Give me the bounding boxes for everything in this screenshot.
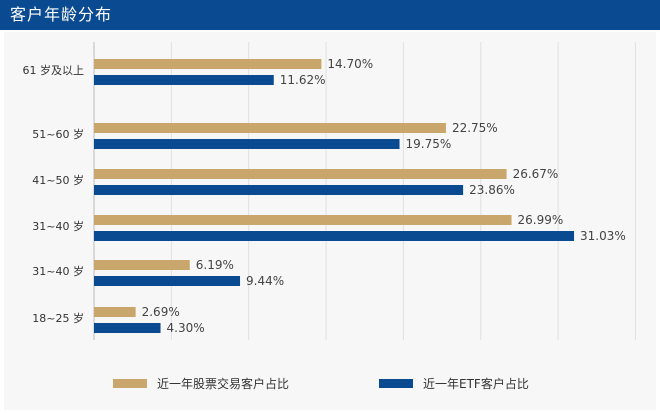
category-label: 41~50 岁 — [32, 173, 84, 187]
data-label: 9.44% — [246, 274, 284, 288]
data-label: 14.70% — [327, 57, 373, 71]
bar — [94, 231, 575, 241]
chart-header: 客户年龄分布 — [0, 0, 660, 30]
bar — [94, 323, 161, 333]
category-label: 61 岁及以上 — [23, 63, 85, 77]
bar — [94, 75, 274, 85]
bar — [94, 169, 507, 179]
data-label: 26.67% — [513, 167, 559, 181]
data-label: 22.75% — [452, 121, 498, 135]
bar — [94, 276, 241, 286]
data-label: 31.03% — [580, 229, 626, 243]
bar — [94, 123, 446, 133]
data-label: 4.30% — [167, 321, 205, 335]
data-label: 11.62% — [280, 73, 326, 87]
bar — [94, 215, 512, 225]
category-label: 31~40 岁 — [32, 264, 84, 278]
data-label: 23.86% — [469, 183, 515, 197]
category-label: 18~25 岁 — [32, 311, 84, 325]
data-label: 6.19% — [196, 258, 234, 272]
legend-swatch — [379, 379, 413, 388]
category-label: 31~40 岁 — [32, 219, 84, 233]
legend-label: 近一年ETF客户占比 — [423, 376, 529, 391]
bar — [94, 139, 400, 149]
category-label: 51~60 岁 — [32, 127, 84, 141]
bar — [94, 185, 464, 195]
bar — [94, 307, 136, 317]
bar — [94, 260, 190, 270]
bar — [94, 59, 322, 69]
data-label: 19.75% — [406, 137, 452, 151]
legend-swatch — [113, 379, 147, 388]
legend-label: 近一年股票交易客户占比 — [157, 376, 289, 391]
data-label: 26.99% — [518, 213, 564, 227]
chart-title: 客户年龄分布 — [10, 5, 113, 24]
data-label: 2.69% — [142, 305, 180, 319]
